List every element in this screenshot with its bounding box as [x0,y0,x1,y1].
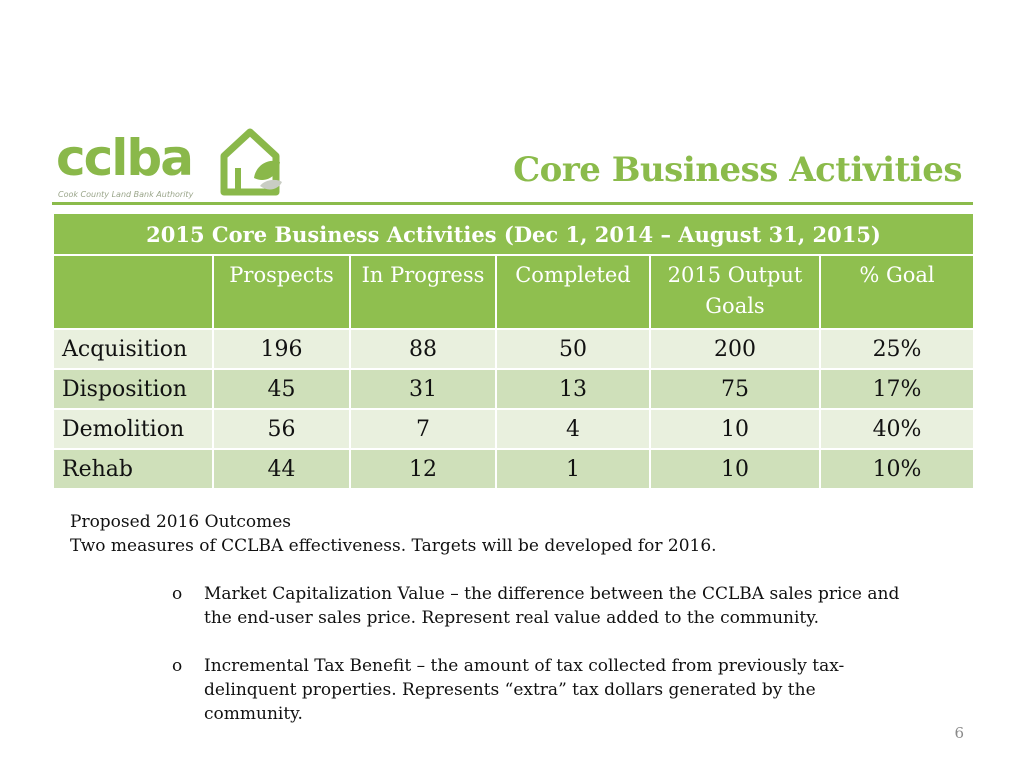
table-cell: 7 [349,408,497,450]
bullet-marker: o [172,584,183,604]
table-caption: 2015 Core Business Activities (Dec 1, 20… [51,212,976,256]
table-row: Disposition 45 31 13 75 17% [52,368,976,410]
table-cell: 196 [212,328,351,370]
table-cell: 25% [818,328,976,370]
bullet-marker: o [172,656,183,676]
list-item: o Market Capitalization Value – the diff… [172,582,912,630]
outcomes-text: Proposed 2016 Outcomes Two measures of C… [70,510,717,558]
table-cell: 44 [212,448,351,490]
activities-table: 2015 Core Business Activities (Dec 1, 20… [51,212,976,490]
column-header [52,254,214,330]
column-header: Prospects [212,254,351,330]
table-cell: 10 [649,448,821,490]
table-cell: 56 [212,408,351,450]
bullet-text: Incremental Tax Benefit – the amount of … [204,656,845,724]
table-cell: 200 [649,328,821,370]
table-cell: 75 [649,368,821,410]
outcomes-heading: Proposed 2016 Outcomes [70,512,292,532]
table-cell: 10 [649,408,821,450]
table-row: Demolition 56 7 4 10 40% [52,408,976,450]
page-number: 6 [954,724,964,742]
outcomes-description: Two measures of CCLBA effectiveness. Tar… [70,536,717,556]
bullet-text: Market Capitalization Value – the differ… [204,584,900,628]
row-label: Demolition [52,408,214,450]
list-item: o Incremental Tax Benefit – the amount o… [172,654,912,726]
column-header: Completed [495,254,651,330]
logo-wordmark: cclba [56,129,194,187]
table-cell: 88 [349,328,497,370]
table-cell: 50 [495,328,651,370]
column-header: In Progress [349,254,497,330]
bullet-list: o Market Capitalization Value – the diff… [172,582,912,750]
row-label: Disposition [52,368,214,410]
table-row: Acquisition 196 88 50 200 25% [52,328,976,370]
table-cell: 40% [818,408,976,450]
cclba-logo: cclba Cook County Land Bank Authority [56,128,286,206]
table-row: Rehab 44 12 1 10 10% [52,448,976,490]
title-underline [52,202,973,205]
column-header: % Goal [818,254,976,330]
table-cell: 31 [349,368,497,410]
table-cell: 17% [818,368,976,410]
column-header: 2015 Output Goals [649,254,821,330]
house-leaf-icon [220,128,282,196]
slide-title: Core Business Activities [513,150,962,190]
table-cell: 1 [495,448,651,490]
table-cell: 4 [495,408,651,450]
table-cell: 45 [212,368,351,410]
logo-subtitle: Cook County Land Bank Authority [58,190,194,199]
row-label: Acquisition [52,328,214,370]
table-cell: 10% [818,448,976,490]
table-cell: 12 [349,448,497,490]
row-label: Rehab [52,448,214,490]
table-cell: 13 [495,368,651,410]
